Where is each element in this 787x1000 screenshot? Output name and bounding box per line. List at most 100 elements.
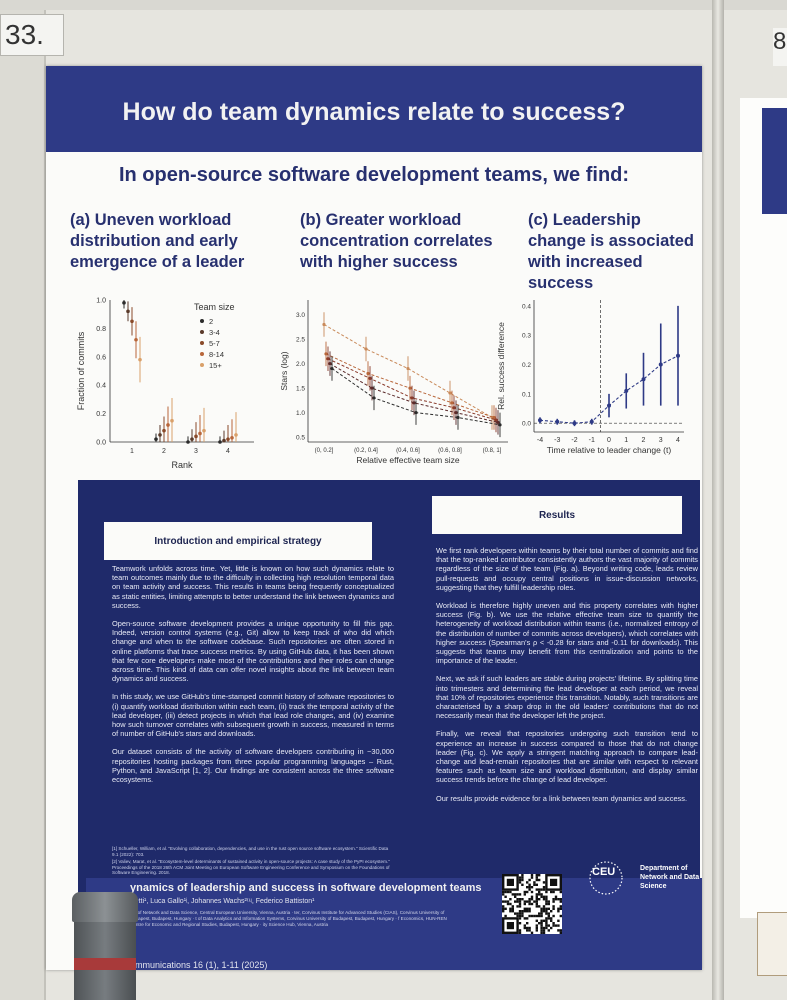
data-point bbox=[326, 357, 330, 361]
qr-module bbox=[540, 910, 543, 913]
data-point bbox=[198, 431, 202, 436]
qr-module bbox=[535, 898, 538, 901]
legend-entry: 3-4 bbox=[209, 328, 220, 337]
qr-module bbox=[504, 900, 507, 903]
water-bottle-strap bbox=[74, 958, 136, 970]
qr-module bbox=[547, 900, 550, 903]
qr-module bbox=[547, 914, 550, 918]
qr-module bbox=[554, 895, 558, 898]
qr-module bbox=[538, 905, 541, 908]
qr-module bbox=[521, 883, 524, 886]
qr-module bbox=[557, 898, 560, 901]
x-tick-label: 4 bbox=[226, 448, 230, 455]
qr-module bbox=[523, 924, 526, 927]
qr-module bbox=[540, 931, 543, 934]
qr-module bbox=[528, 910, 531, 913]
chart-c: 0.0 0.1 0.2 0.3 0.4 -4 -3 -2 -1 0 1 2 3 4 Time relativ… bbox=[496, 300, 684, 455]
legend-entry: 2 bbox=[209, 317, 213, 326]
qr-module bbox=[530, 898, 534, 901]
data-point bbox=[414, 411, 418, 415]
qr-module bbox=[518, 912, 522, 915]
qr-code[interactable] bbox=[502, 874, 562, 934]
data-point bbox=[492, 415, 496, 420]
data-point bbox=[658, 362, 663, 367]
qr-module bbox=[518, 917, 522, 920]
poster-footer bbox=[86, 878, 702, 970]
qr-module bbox=[518, 910, 522, 913]
qr-module bbox=[535, 905, 538, 908]
qr-module bbox=[516, 905, 519, 908]
results-paragraph: Workload is therefore highly uneven and … bbox=[436, 601, 698, 666]
qr-module bbox=[540, 895, 543, 898]
x-tick-label: 3 bbox=[659, 437, 663, 444]
qr-module bbox=[542, 881, 546, 884]
data-point bbox=[496, 420, 500, 425]
y-tick-label: 0.8 bbox=[96, 326, 106, 333]
qr-module bbox=[557, 929, 560, 932]
qr-module bbox=[540, 926, 543, 930]
legend-entry: 5-7 bbox=[209, 339, 220, 348]
qr-module bbox=[526, 900, 529, 903]
x-tick-label: -3 bbox=[554, 437, 560, 444]
qr-module bbox=[545, 919, 548, 922]
qr-module bbox=[557, 919, 560, 922]
x-tick-label: (0.6, 0.8] bbox=[438, 448, 462, 454]
qr-module bbox=[521, 878, 524, 882]
y-tick-label: 2.0 bbox=[296, 361, 305, 368]
qr-module bbox=[550, 910, 553, 913]
panel-a-heading: (a) Uneven workload distribution and ear… bbox=[70, 211, 245, 271]
x-tick-label: -4 bbox=[537, 437, 543, 444]
qr-module bbox=[559, 890, 562, 894]
data-point bbox=[454, 411, 458, 415]
qr-module bbox=[516, 900, 519, 903]
qr-module bbox=[530, 876, 534, 879]
qr-module bbox=[521, 912, 524, 915]
data-point bbox=[412, 401, 416, 405]
y-tick-label: 0.0 bbox=[96, 440, 106, 447]
qr-module bbox=[516, 914, 519, 918]
data-point bbox=[370, 386, 374, 390]
legend-entry: 8-14 bbox=[209, 350, 224, 359]
qr-module bbox=[550, 917, 553, 920]
qr-module bbox=[530, 886, 534, 889]
results-paragraph: Finally, we reveal that repositories und… bbox=[436, 729, 698, 785]
qr-module bbox=[506, 900, 510, 903]
data-point bbox=[494, 418, 498, 422]
qr-module bbox=[540, 914, 543, 918]
data-point bbox=[166, 423, 170, 427]
qr-module bbox=[542, 931, 546, 934]
intro-paragraph: Teamwork unfolds across time. Yet, littl… bbox=[112, 564, 394, 610]
next-poster-number-card: 8 bbox=[773, 28, 787, 66]
qr-module bbox=[528, 902, 531, 906]
data-point bbox=[226, 437, 230, 441]
qr-module bbox=[535, 883, 538, 886]
qr-finder bbox=[506, 922, 514, 930]
qr-module bbox=[518, 881, 522, 884]
qr-module bbox=[542, 919, 546, 922]
qr-module bbox=[540, 888, 543, 891]
data-point bbox=[158, 433, 162, 437]
y-tick-label: 0.6 bbox=[96, 354, 106, 361]
chart-b: 0.5 1.0 1.5 2.0 2.5 3.0 (0, 0.2] (0.2, 0.4] (0.4… bbox=[280, 300, 508, 465]
qr-module bbox=[542, 888, 546, 891]
qr-module bbox=[514, 893, 517, 896]
qr-module bbox=[552, 924, 555, 927]
data-point bbox=[194, 434, 198, 439]
y-tick-label: 0.3 bbox=[522, 333, 531, 340]
qr-module bbox=[518, 893, 522, 896]
intro-text: Teamwork unfolds across time. Yet, littl… bbox=[112, 564, 394, 793]
qr-module bbox=[547, 917, 550, 920]
x-tick-label: (0.8, 1] bbox=[483, 448, 502, 454]
qr-module bbox=[557, 910, 560, 913]
qr-module bbox=[509, 898, 512, 901]
y-tick-label: 1.0 bbox=[296, 410, 305, 417]
qr-module bbox=[545, 910, 548, 913]
qr-module bbox=[545, 900, 548, 903]
qr-module bbox=[511, 893, 514, 896]
qr-module bbox=[526, 926, 529, 930]
qr-module bbox=[528, 926, 531, 930]
qr-module bbox=[540, 912, 543, 915]
qr-module bbox=[545, 898, 548, 901]
qr-module bbox=[542, 926, 546, 930]
qr-module bbox=[550, 919, 553, 922]
